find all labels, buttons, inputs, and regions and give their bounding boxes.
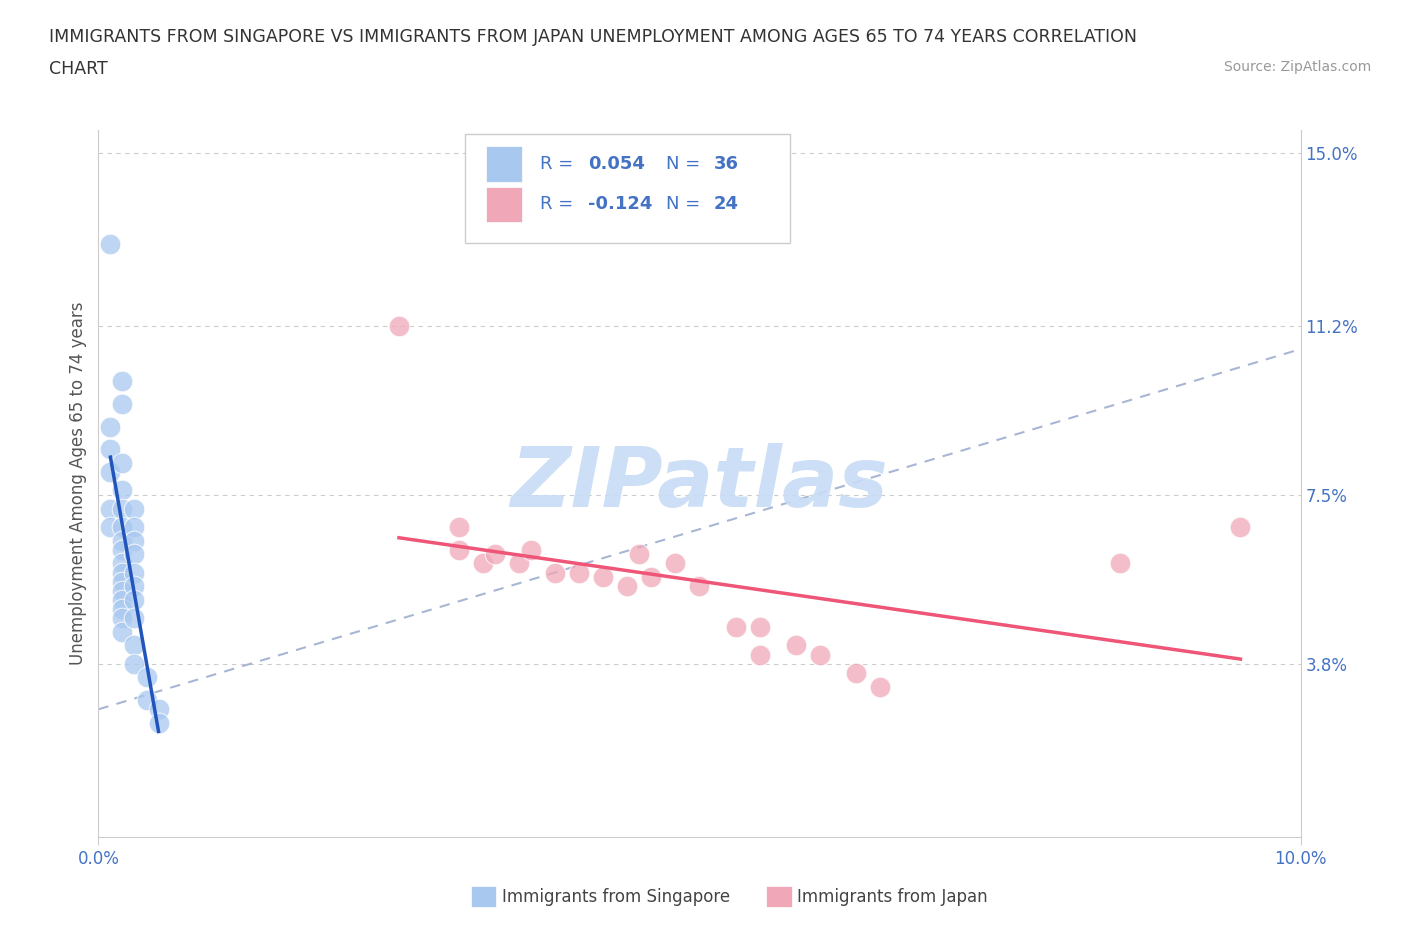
Point bbox=[111, 520, 134, 535]
Point bbox=[111, 611, 134, 626]
Point bbox=[664, 556, 686, 571]
Point bbox=[111, 483, 134, 498]
FancyBboxPatch shape bbox=[465, 134, 790, 244]
Point bbox=[100, 501, 122, 516]
Point bbox=[785, 638, 807, 653]
Point bbox=[111, 501, 134, 516]
Point bbox=[124, 533, 146, 548]
Point bbox=[447, 520, 470, 535]
Point bbox=[1109, 556, 1132, 571]
Point bbox=[544, 565, 567, 580]
Point bbox=[148, 702, 170, 717]
Text: N =: N = bbox=[666, 195, 706, 213]
Point bbox=[111, 556, 134, 571]
Point bbox=[592, 570, 614, 585]
Text: ZIPatlas: ZIPatlas bbox=[510, 443, 889, 525]
Point bbox=[111, 583, 134, 598]
FancyBboxPatch shape bbox=[485, 146, 522, 181]
Point bbox=[111, 533, 134, 548]
Point bbox=[748, 619, 770, 634]
Point bbox=[111, 624, 134, 639]
Text: -0.124: -0.124 bbox=[588, 195, 652, 213]
Text: 0.054: 0.054 bbox=[588, 155, 644, 173]
Point bbox=[124, 520, 146, 535]
Point bbox=[111, 542, 134, 557]
Point bbox=[808, 647, 831, 662]
Point bbox=[111, 592, 134, 607]
Y-axis label: Unemployment Among Ages 65 to 74 years: Unemployment Among Ages 65 to 74 years bbox=[69, 302, 87, 665]
Point bbox=[484, 547, 506, 562]
Point bbox=[520, 542, 543, 557]
Text: CHART: CHART bbox=[49, 60, 108, 78]
FancyBboxPatch shape bbox=[485, 187, 522, 222]
Point bbox=[388, 319, 411, 334]
Point bbox=[869, 679, 891, 694]
Point bbox=[724, 619, 747, 634]
Point bbox=[124, 565, 146, 580]
Text: N =: N = bbox=[666, 155, 706, 173]
Point bbox=[135, 670, 157, 684]
Text: Immigrants from Singapore: Immigrants from Singapore bbox=[502, 887, 730, 906]
Point bbox=[111, 456, 134, 471]
Point bbox=[111, 374, 134, 389]
Text: 24: 24 bbox=[714, 195, 740, 213]
Point bbox=[111, 574, 134, 589]
Point bbox=[111, 565, 134, 580]
Point bbox=[640, 570, 662, 585]
Point bbox=[748, 647, 770, 662]
Text: Immigrants from Japan: Immigrants from Japan bbox=[797, 887, 988, 906]
Point bbox=[616, 578, 638, 593]
Text: R =: R = bbox=[540, 195, 579, 213]
Point bbox=[472, 556, 495, 571]
Point bbox=[100, 520, 122, 535]
Text: Source: ZipAtlas.com: Source: ZipAtlas.com bbox=[1223, 60, 1371, 74]
Point bbox=[111, 602, 134, 617]
Point bbox=[124, 547, 146, 562]
Point bbox=[628, 547, 651, 562]
Point bbox=[447, 542, 470, 557]
Text: 36: 36 bbox=[714, 155, 740, 173]
Point bbox=[100, 442, 122, 457]
Point bbox=[1229, 520, 1251, 535]
Point bbox=[124, 638, 146, 653]
Point bbox=[111, 396, 134, 411]
Point bbox=[845, 665, 868, 680]
Point bbox=[100, 465, 122, 480]
Point bbox=[100, 237, 122, 252]
Point bbox=[568, 565, 591, 580]
Text: R =: R = bbox=[540, 155, 579, 173]
Point bbox=[135, 693, 157, 708]
Point bbox=[124, 592, 146, 607]
Point bbox=[124, 657, 146, 671]
Point bbox=[508, 556, 530, 571]
Point bbox=[124, 578, 146, 593]
Point bbox=[124, 501, 146, 516]
Point bbox=[148, 715, 170, 730]
Point bbox=[124, 611, 146, 626]
Point bbox=[689, 578, 711, 593]
Point bbox=[100, 419, 122, 434]
Text: IMMIGRANTS FROM SINGAPORE VS IMMIGRANTS FROM JAPAN UNEMPLOYMENT AMONG AGES 65 TO: IMMIGRANTS FROM SINGAPORE VS IMMIGRANTS … bbox=[49, 28, 1137, 46]
